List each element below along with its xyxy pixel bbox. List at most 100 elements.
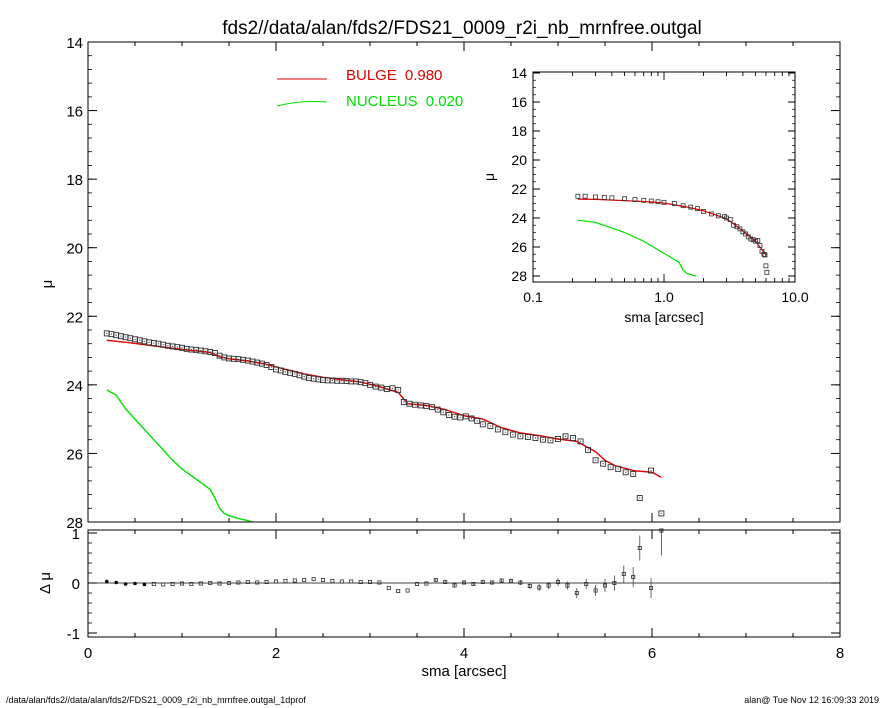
inset-data-point <box>708 211 714 217</box>
main-model-nucleus <box>106 389 253 523</box>
main-data-point-center <box>186 348 188 350</box>
res-point <box>443 580 448 585</box>
res-point <box>396 589 401 594</box>
main-data-point <box>462 413 469 420</box>
main-data-point-center <box>219 355 221 357</box>
inset-data-point <box>641 197 647 203</box>
footer-right: alan@ Tue Nov 12 16:09:33 2019 <box>744 695 879 705</box>
main-data-point-center <box>172 345 174 348</box>
main-data-point-center <box>476 420 478 422</box>
inset-data-point <box>748 236 754 242</box>
main-data-point-center <box>298 374 301 376</box>
inset-ytick-label: 18 <box>511 123 527 139</box>
res-point <box>133 581 137 586</box>
main-data-point-center <box>564 435 567 437</box>
res-point <box>123 582 128 586</box>
inset-xlabel: sma [arcsec] <box>624 309 703 325</box>
res-point <box>151 582 156 587</box>
res-point <box>452 583 457 588</box>
main-data-point-center <box>386 388 388 390</box>
main-data-point-center <box>270 366 272 368</box>
res-point <box>621 572 626 577</box>
res-point <box>273 579 278 584</box>
main-data-point <box>474 417 481 424</box>
res-xtick-label: 6 <box>648 645 656 662</box>
main-data-point-center <box>375 385 377 388</box>
main-data-point-center <box>625 471 627 473</box>
main-data-point-center <box>431 406 433 408</box>
inset-marks <box>575 193 770 277</box>
main-data-point <box>570 435 576 441</box>
res-point <box>584 582 589 587</box>
res-point <box>593 588 598 593</box>
res-point <box>612 581 617 586</box>
res-point <box>518 580 523 585</box>
main-ytick-label: 18 <box>66 172 83 189</box>
res-point <box>161 582 166 587</box>
main-data-point <box>532 435 539 441</box>
main-data-point-center <box>261 363 263 365</box>
main-data-point-center <box>266 364 268 366</box>
main-data-point-center <box>228 357 230 360</box>
main-data-point-center <box>209 351 211 353</box>
inset-ytick-label: 20 <box>511 152 527 168</box>
main-data-point-center <box>497 428 499 431</box>
main-data-point-center <box>489 425 491 427</box>
res-point <box>283 579 288 584</box>
res-point <box>189 582 194 587</box>
res-point <box>358 580 363 585</box>
main-data-point-center <box>579 440 582 443</box>
main-data-point-center <box>549 439 552 441</box>
main-ytick-label: 22 <box>66 309 83 326</box>
inset-data-point <box>761 251 767 257</box>
res-point <box>546 583 551 588</box>
main-data-point-center <box>341 380 343 382</box>
res-point <box>264 580 269 585</box>
legend-nucleus-value: 0.020 <box>426 93 464 110</box>
res-point <box>217 581 222 586</box>
main-data-point-center <box>408 403 411 405</box>
main-data-point-center <box>134 338 136 340</box>
res-point <box>386 586 391 591</box>
main-data-point <box>648 467 655 474</box>
inset-data-point <box>727 217 733 222</box>
main-data-point <box>412 401 419 408</box>
main-data-point-center <box>632 473 634 475</box>
legend-nucleus-name: NUCLEUS <box>346 93 418 110</box>
main-ytick-label: 20 <box>66 241 83 258</box>
res-point <box>245 580 250 585</box>
main-data-point <box>600 460 607 467</box>
main-data-point <box>372 383 379 390</box>
main-data-point-center <box>650 469 652 472</box>
inset-data-point <box>582 193 588 199</box>
main-data-point-center <box>233 358 235 360</box>
res-point <box>480 580 485 585</box>
inset-data-point <box>764 269 770 275</box>
main-data-point-center <box>425 405 427 407</box>
main-data-point <box>457 414 464 421</box>
res-point <box>637 546 642 551</box>
inset-data-point <box>609 195 615 201</box>
main-data-point-center <box>331 379 333 381</box>
inset-data-point <box>743 231 749 237</box>
main-data-point-center <box>534 437 537 439</box>
res-point <box>179 581 184 586</box>
main-data-point-center <box>442 411 444 413</box>
main-data-point-center <box>448 414 450 416</box>
main-data-point-center <box>181 347 183 349</box>
res-point <box>649 586 654 591</box>
main-data-point <box>502 429 509 436</box>
main-data-point <box>555 436 561 442</box>
main-data-point-center <box>256 361 258 364</box>
main-data-point-center <box>167 345 169 347</box>
main-data-point <box>509 431 516 438</box>
res-point <box>405 588 410 593</box>
main-data-point <box>607 464 614 471</box>
res-point <box>424 581 429 586</box>
residual-xlabel: sma [arcsec] <box>421 663 506 680</box>
main-data-point-center <box>660 512 663 515</box>
inset-xtick-label: 10.0 <box>781 289 808 305</box>
main-data-point-center <box>214 352 216 354</box>
res-point <box>603 583 608 588</box>
